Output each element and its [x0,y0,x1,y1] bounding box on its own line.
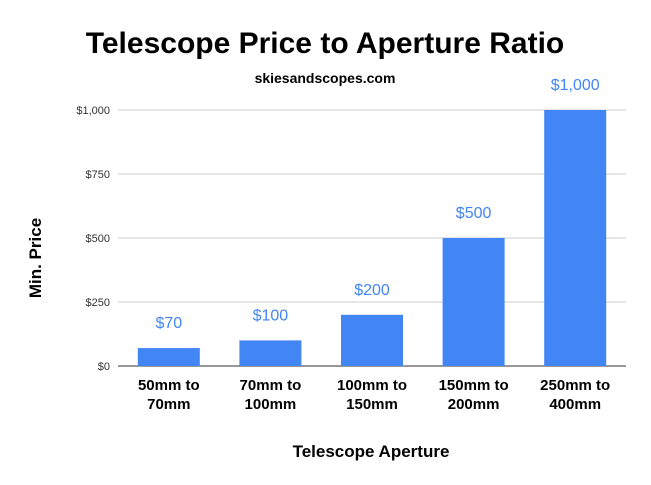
data-label: $500 [456,205,492,222]
bar [544,110,607,366]
chart-title: Telescope Price to Aperture Ratio [86,27,564,60]
bar [442,238,505,366]
y-tick-label: $250 [86,297,110,309]
y-tick-label: $1,000 [76,105,110,117]
x-axis-label: Telescope Aperture [293,442,450,461]
y-axis-label: Min. Price [26,218,45,298]
y-tick-label: $750 [86,169,110,181]
data-label: $1,000 [551,77,600,94]
bar [137,348,200,366]
y-axis-ticks: $0 $250 $500 $750 $1,000 [76,105,110,373]
y-tick-label: $0 [98,361,110,373]
bar [239,340,302,366]
x-tick-label: 150mm to 200mm [439,377,509,413]
chart-subtitle: skiesandscopes.com [255,70,396,86]
bar [341,314,403,366]
data-label: $100 [253,307,289,324]
x-tick-label: 100mm to 150mm [337,377,407,413]
data-label: $200 [354,282,390,299]
x-axis-ticks: 50mm to 70mm 70mm to 100mm 100mm to 150mm 150m… [138,377,610,413]
bars [137,110,607,366]
x-tick-label: 50mm to 70mm [138,377,200,413]
data-labels: $70 $100 $200 $500 $1,000 [155,77,599,332]
gridlines [118,109,626,367]
data-label: $70 [155,315,182,332]
y-tick-label: $500 [86,233,110,245]
x-tick-label: 70mm to 100mm [240,377,302,413]
x-tick-label: 250mm to 400mm [540,377,610,413]
